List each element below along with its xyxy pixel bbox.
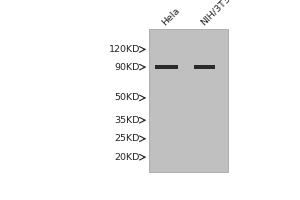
Bar: [149, 29, 228, 172]
Text: 90KD: 90KD: [114, 63, 140, 72]
Text: NIH/3T3: NIH/3T3: [199, 0, 232, 27]
Bar: [155, 65, 178, 69]
Text: 20KD: 20KD: [114, 153, 140, 162]
Text: 50KD: 50KD: [114, 93, 140, 102]
Text: Hela: Hela: [160, 6, 182, 27]
Text: 25KD: 25KD: [114, 134, 140, 143]
Text: 35KD: 35KD: [114, 116, 140, 125]
Bar: [194, 65, 215, 69]
Text: 120KD: 120KD: [108, 45, 140, 54]
